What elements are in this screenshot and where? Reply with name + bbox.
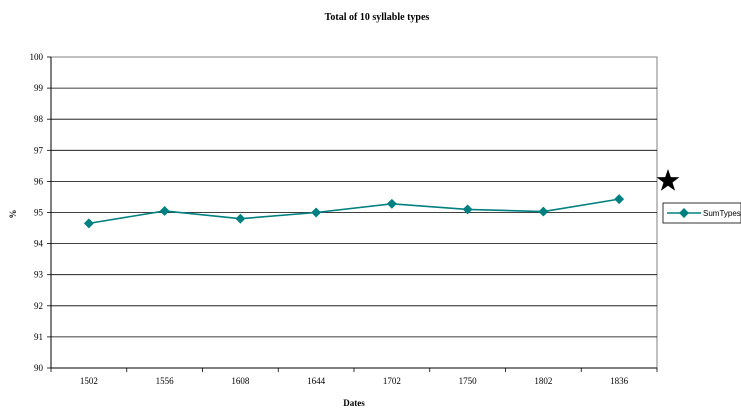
y-tick-label: 100 [30, 52, 44, 62]
data-point [235, 213, 246, 224]
data-point [462, 204, 473, 215]
legend-box [662, 202, 741, 224]
y-tick-label: 96 [34, 176, 44, 186]
gridlines [51, 87, 657, 338]
x-tick-label: 1836 [610, 376, 629, 386]
legend-label: SumTypes [703, 209, 741, 218]
y-tick-label: 91 [34, 332, 43, 342]
data-point [159, 205, 170, 216]
x-tick-label: 1750 [459, 376, 478, 386]
x-tick-label: 1644 [307, 376, 326, 386]
legend: SumTypes [662, 202, 741, 224]
chart-title: Total of 10 syllable types [325, 12, 430, 23]
data-point [614, 194, 625, 205]
data-point [538, 206, 549, 217]
data-point [386, 198, 397, 209]
y-tick-label: 93 [34, 270, 44, 280]
y-tick-label: 97 [34, 145, 44, 155]
y-tick-label: 90 [34, 363, 44, 373]
legend-marker [679, 208, 689, 218]
data-point [83, 218, 94, 229]
y-tick-label: 94 [34, 239, 44, 249]
y-axis: 90 91 92 93 94 95 96 97 98 99 100 [30, 52, 52, 373]
y-tick-label: 92 [34, 301, 43, 311]
x-axis: 1502 1556 1608 1644 1702 1750 1802 1836 [50, 367, 658, 386]
star-icon [656, 169, 680, 191]
x-tick-label: 1608 [231, 376, 250, 386]
x-tick-label: 1502 [80, 376, 98, 386]
series-line [88, 198, 620, 225]
y-axis-label: % [8, 210, 18, 219]
y-tick-label: 98 [34, 114, 44, 124]
x-tick-label: 1556 [156, 376, 175, 386]
x-axis-label: Dates [343, 398, 365, 408]
x-tick-label: 1802 [534, 376, 552, 386]
x-tick-label: 1702 [383, 376, 401, 386]
data-point [311, 207, 322, 218]
y-tick-label: 95 [34, 208, 44, 218]
y-tick-label: 99 [34, 83, 44, 93]
data-series [83, 194, 625, 229]
